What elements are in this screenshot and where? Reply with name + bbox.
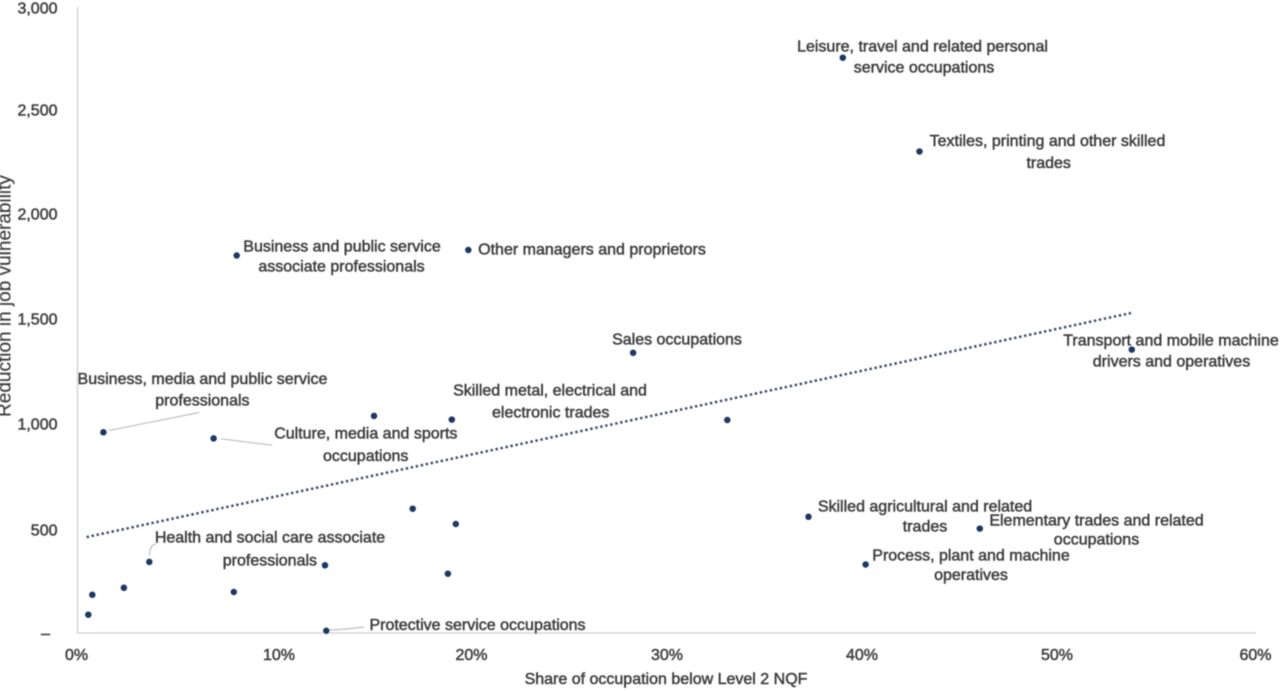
svg-text:60%: 60% (1239, 647, 1271, 664)
svg-text:service occupations: service occupations (854, 60, 995, 77)
svg-text:Business, media and public ser: Business, media and public service (78, 371, 328, 388)
svg-text:operatives: operatives (934, 567, 1008, 584)
svg-text:Reduction in job vulnerability: Reduction in job vulnerability (0, 175, 16, 417)
svg-text:Textiles, printing and other s: Textiles, printing and other skilled (930, 133, 1166, 150)
svg-text:30%: 30% (651, 647, 683, 664)
svg-text:associate professionals: associate professionals (258, 259, 424, 276)
svg-text:Protective service occupations: Protective service occupations (369, 617, 585, 634)
svg-text:Leisure, travel and related pe: Leisure, travel and related personal (797, 39, 1048, 56)
svg-text:Share of occupation below Leve: Share of occupation below Level 2 NQF (525, 671, 808, 688)
svg-text:20%: 20% (455, 647, 487, 664)
svg-text:occupations: occupations (323, 448, 408, 465)
svg-text:Elementary trades and related: Elementary trades and related (989, 513, 1203, 530)
svg-text:500: 500 (31, 523, 58, 540)
svg-text:40%: 40% (846, 647, 878, 664)
svg-text:drivers and operatives: drivers and operatives (1093, 354, 1250, 371)
svg-text:trades: trades (1026, 155, 1070, 172)
svg-text:50%: 50% (1041, 647, 1073, 664)
svg-text:1,000: 1,000 (17, 417, 57, 434)
svg-text:10%: 10% (263, 647, 295, 664)
svg-text:Other managers and proprietors: Other managers and proprietors (478, 242, 706, 259)
svg-text:Business and public service: Business and public service (243, 239, 441, 256)
svg-text:Culture, media and sports: Culture, media and sports (274, 426, 457, 443)
svg-text:2,000: 2,000 (17, 207, 57, 224)
svg-text:Sales occupations: Sales occupations (612, 332, 742, 349)
svg-text:trades: trades (903, 519, 947, 536)
svg-text:1,500: 1,500 (17, 312, 57, 329)
svg-text:Skilled metal, electrical and: Skilled metal, electrical and (453, 383, 647, 400)
svg-text:professionals: professionals (155, 393, 249, 410)
svg-text:Skilled agricultural and relat: Skilled agricultural and related (818, 499, 1032, 516)
svg-text:occupations: occupations (1054, 532, 1139, 549)
svg-text:Transport and mobile machine: Transport and mobile machine (1063, 333, 1279, 350)
svg-text:–: – (41, 626, 50, 643)
svg-text:electronic trades: electronic trades (492, 405, 609, 422)
svg-text:2,500: 2,500 (17, 103, 57, 120)
svg-text:0%: 0% (65, 647, 88, 664)
svg-text:3,000: 3,000 (17, 1, 57, 18)
svg-text:Health and social care associa: Health and social care associate (155, 530, 385, 547)
svg-text:Process, plant and machine: Process, plant and machine (872, 548, 1070, 565)
svg-text:professionals: professionals (223, 553, 317, 570)
